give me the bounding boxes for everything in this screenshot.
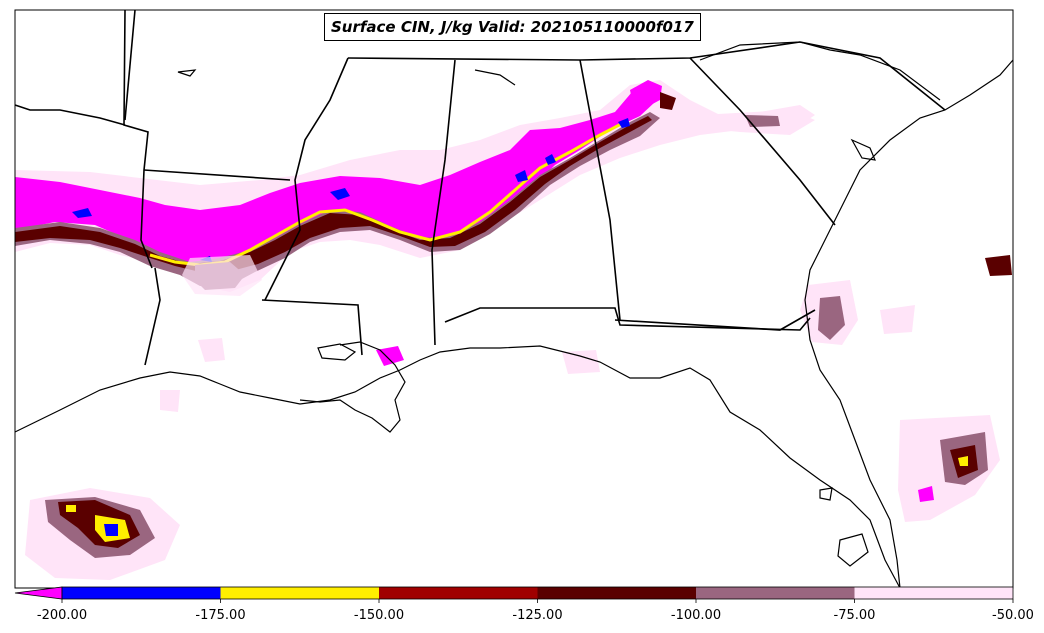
- cin-light-spot: [880, 305, 915, 334]
- map-title: Surface CIN, J/kg Valid: 202105110000f01…: [324, 13, 701, 41]
- cin-band-dark-red: [15, 116, 652, 272]
- colorbar-tick-label: -50.00: [992, 608, 1034, 623]
- coast-fl-lake: [819, 487, 833, 501]
- coast-ne-bay: [699, 41, 941, 101]
- colorbar-bin: [220, 587, 379, 599]
- coast-atlantic: [804, 59, 1014, 589]
- coastlines: [14, 41, 1014, 589]
- colorbar-bin: [537, 587, 696, 599]
- state-borders: [14, 9, 946, 366]
- border-tx-ar: [143, 169, 291, 181]
- colorbar-tick-label: -125.00: [512, 608, 563, 623]
- border-tn: [347, 41, 801, 61]
- cin-darkred-ne: [660, 92, 676, 110]
- coast-delta: [299, 341, 406, 433]
- cin-blue-speck: [72, 208, 92, 218]
- colorbar-under-triangle: [14, 586, 63, 600]
- colorbar: [14, 586, 1014, 603]
- colorbar-tick-label: -75.00: [833, 608, 876, 623]
- cin-gulf-spot: [198, 338, 225, 362]
- cin-atlantic-yellow: [958, 456, 968, 466]
- cin-florida-mauve: [818, 296, 845, 340]
- map-background: [15, 10, 1013, 588]
- cin-atlantic-magenta: [918, 486, 934, 502]
- border-ok-ar: [14, 104, 126, 126]
- border-al-ga: [579, 59, 621, 321]
- cin-gulf-spot: [562, 350, 600, 374]
- border-ar-la: [144, 267, 161, 366]
- cin-atlantic-darkred: [985, 255, 1012, 276]
- cin-contours: [15, 80, 1012, 580]
- colorbar-tick-label: -175.00: [195, 608, 246, 623]
- cin-blue-speck: [618, 118, 630, 128]
- border-la-ms: [261, 299, 363, 356]
- coast-ar-lake: [177, 69, 197, 77]
- colorbar-tick-label: -100.00: [670, 608, 722, 623]
- border-ms-al: [431, 59, 456, 346]
- border-ga-sc: [689, 57, 836, 226]
- cin-blue-speck: [330, 188, 350, 200]
- colorbar-tick-label: -150.00: [353, 608, 405, 623]
- cin-band-magenta: [15, 82, 660, 268]
- cin-gulf-sw-blue: [104, 524, 118, 536]
- coast-al-lake: [474, 69, 516, 86]
- border-ok-tx-west: [123, 9, 153, 269]
- border-ga-fl: [614, 309, 816, 331]
- colorbar-bin: [854, 587, 1013, 599]
- cin-blue-speck: [545, 154, 556, 165]
- cin-blue-speck: [515, 170, 528, 182]
- colorbar-tick-label: -200.00: [36, 608, 88, 623]
- border-ar-ms-river: [264, 57, 349, 301]
- border-nc-sc: [799, 41, 946, 111]
- cin-blob-light: [182, 255, 262, 296]
- cin-gulf-sw-yellow: [66, 505, 76, 512]
- cin-gulf-spot: [160, 390, 180, 412]
- coast-lake: [837, 533, 869, 567]
- border-fl-panhandle: [444, 307, 811, 331]
- cin-mauve-spot: [745, 115, 780, 127]
- border-mo-ar: [124, 9, 136, 121]
- cin-magenta-ne: [630, 80, 662, 108]
- colorbar-bin: [379, 587, 538, 599]
- cin-band-mauve: [15, 112, 660, 288]
- colorbar-bin: [62, 587, 221, 599]
- coast-ga-lake: [850, 138, 876, 161]
- colorbar-bin: [696, 587, 855, 599]
- coast-pontchartrain: [317, 343, 357, 361]
- cin-gulf-spot: [376, 346, 404, 366]
- coast-gulf-texas: [14, 345, 901, 589]
